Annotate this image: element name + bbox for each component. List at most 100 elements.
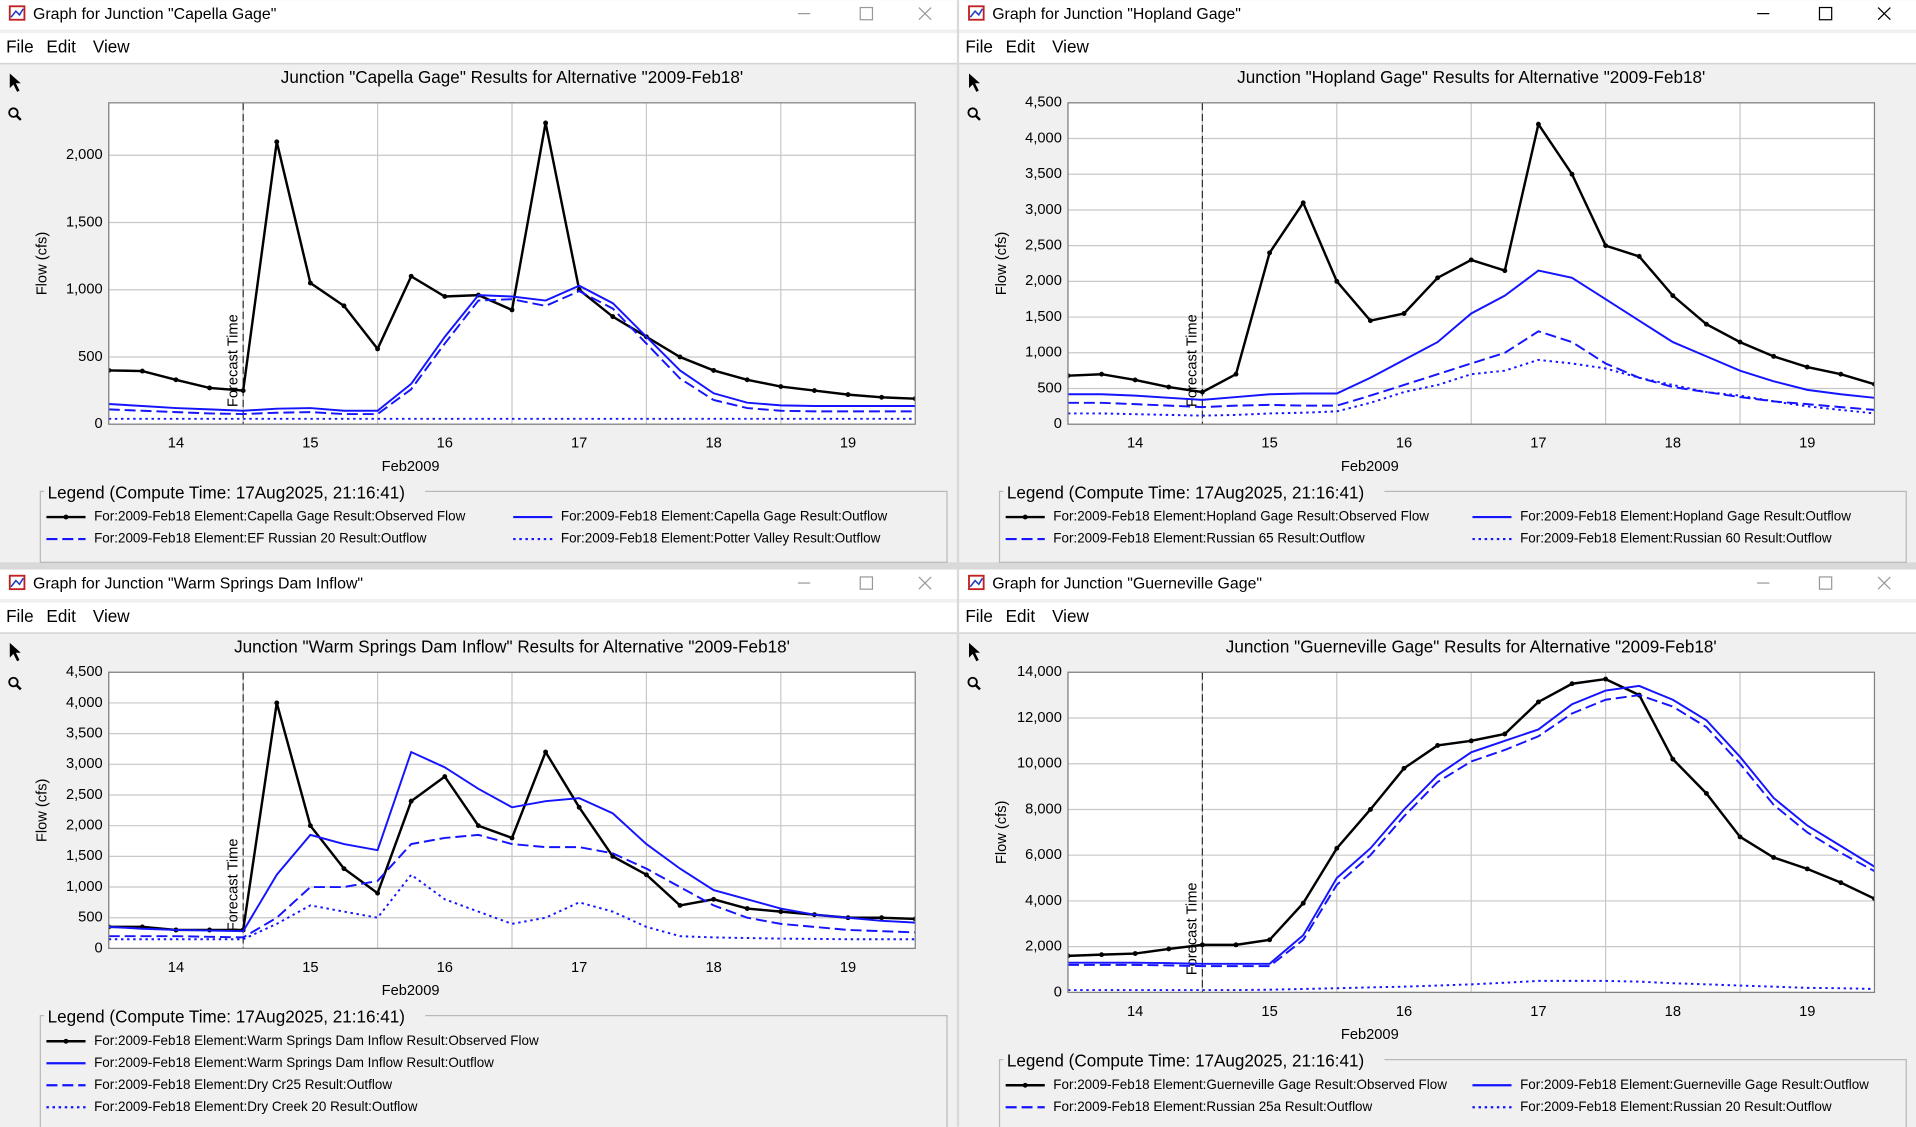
menu-item[interactable]: File [965, 607, 993, 626]
series-marker [375, 346, 381, 352]
select-tool[interactable] [968, 73, 980, 92]
series-marker [1367, 807, 1373, 812]
series-marker [711, 896, 717, 902]
legend-title: Legend (Compute Time: 17Aug2025, 21:16:4… [1007, 1052, 1364, 1071]
menu-item[interactable]: Edit [46, 37, 76, 56]
legend-title: Legend (Compute Time: 17Aug2025, 21:16:4… [48, 483, 405, 502]
x-axis-label: Feb2009 [1341, 459, 1399, 475]
series-marker [1435, 742, 1441, 748]
close-button[interactable] [918, 576, 932, 590]
window-title: Graph for Junction "Capella Gage" [33, 6, 276, 23]
maximize-button[interactable] [859, 576, 874, 590]
zoom-tool[interactable] [8, 676, 19, 688]
plot-border [1067, 102, 1876, 425]
menu-item[interactable]: Edit [1006, 37, 1036, 56]
x-tick-label: 15 [1261, 1004, 1277, 1020]
series-marker [1166, 946, 1172, 952]
series-marker [509, 307, 515, 313]
legend-entry: For:2009-Feb18 Element:Hopland Gage Resu… [1520, 509, 1851, 524]
series-marker [1569, 171, 1575, 177]
series-marker [408, 798, 414, 804]
menu-item[interactable]: View [93, 37, 130, 56]
menu-item[interactable]: View [1052, 37, 1089, 56]
series-marker [576, 804, 582, 810]
plot-border [108, 671, 916, 950]
zoom-tool[interactable] [967, 107, 978, 118]
legend-entry: For:2009-Feb18 Element:Warm Springs Dam … [94, 1033, 539, 1048]
zoom-tool[interactable] [8, 107, 19, 118]
series-marker [677, 903, 683, 908]
menu-item[interactable]: View [1052, 607, 1089, 626]
zoom-tool-handle [974, 684, 981, 691]
title-bar [959, 569, 1916, 599]
series-marker [811, 388, 817, 394]
select-tool[interactable] [9, 642, 21, 662]
legend-entry: For:2009-Feb18 Element:Russian 60 Result… [1520, 531, 1832, 546]
x-tick-label: 15 [302, 436, 318, 452]
series-marker [845, 392, 851, 398]
close-button[interactable] [1877, 576, 1891, 590]
series-marker [1703, 791, 1709, 796]
menu-item[interactable]: View [93, 607, 130, 626]
window-icon-mark [969, 8, 984, 18]
series-marker [1603, 676, 1609, 682]
series-line [1067, 269, 1875, 401]
series-marker [274, 700, 280, 706]
x-tick-label: 19 [840, 436, 856, 452]
series-marker [1401, 311, 1407, 316]
menu-item[interactable]: File [6, 37, 34, 56]
maximize-button[interactable] [1818, 6, 1833, 21]
x-tick-label: 18 [1665, 436, 1681, 452]
plot-border [1067, 671, 1876, 994]
close-button[interactable] [1877, 7, 1891, 21]
menu-item[interactable]: File [6, 607, 34, 626]
menu-item[interactable]: Edit [1006, 607, 1036, 626]
chart-title: Junction "Hopland Gage" Results for Alte… [1237, 68, 1705, 87]
y-tick-label: 1,000 [66, 282, 103, 298]
graph-window: Graph for Junction "Capella Gage" File Edi… [0, 0, 957, 563]
menu-bar [959, 33, 1916, 63]
menu-bar [0, 33, 957, 63]
series-marker [509, 835, 515, 841]
series-marker [1468, 738, 1474, 744]
legend-title: Legend (Compute Time: 17Aug2025, 21:16:4… [48, 1008, 405, 1027]
maximize-button[interactable] [859, 6, 874, 21]
select-tool[interactable] [968, 642, 980, 662]
menu-item[interactable]: Edit [46, 607, 76, 626]
series-marker [610, 853, 616, 859]
series-line [1067, 684, 1875, 965]
plot-lines [108, 700, 916, 941]
y-tick-label: 4,000 [1025, 893, 1062, 909]
legend-swatch-marker [63, 514, 69, 520]
zoom-tool[interactable] [967, 676, 978, 688]
legend-swatch-marker [1022, 1082, 1028, 1088]
legend-entry: For:2009-Feb18 Element:Russian 65 Result… [1053, 531, 1365, 546]
menu-item[interactable]: File [965, 37, 993, 56]
close-button[interactable] [918, 7, 932, 21]
series-marker [543, 120, 549, 126]
y-tick-label: 1,000 [66, 879, 103, 895]
legend-entry: For:2009-Feb18 Element:Dry Creek 20 Resu… [94, 1099, 418, 1114]
y-tick-label: 3,000 [66, 756, 103, 772]
series-marker [375, 890, 381, 896]
series-line [1067, 330, 1875, 411]
select-tool[interactable] [9, 73, 21, 92]
series-marker [1435, 275, 1441, 281]
series-marker [1804, 866, 1810, 872]
series-marker [1132, 951, 1138, 956]
series-line [1067, 694, 1875, 968]
series-marker [711, 367, 717, 373]
series-marker [1569, 681, 1575, 687]
legend-entry: For:2009-Feb18 Element:Russian 20 Result… [1520, 1099, 1832, 1114]
x-tick-label: 15 [302, 960, 318, 976]
x-tick-label: 16 [437, 960, 453, 976]
x-tick-label: 17 [1530, 1004, 1546, 1020]
series-marker [879, 915, 885, 921]
legend-title-background [1003, 484, 1385, 504]
y-tick-label: 2,000 [1025, 939, 1062, 955]
series-line [108, 833, 916, 939]
maximize-button[interactable] [1818, 576, 1833, 590]
y-tick-label: 1,000 [1025, 345, 1062, 361]
y-tick-label: 4,500 [1025, 95, 1062, 111]
x-tick-label: 19 [1799, 436, 1815, 452]
